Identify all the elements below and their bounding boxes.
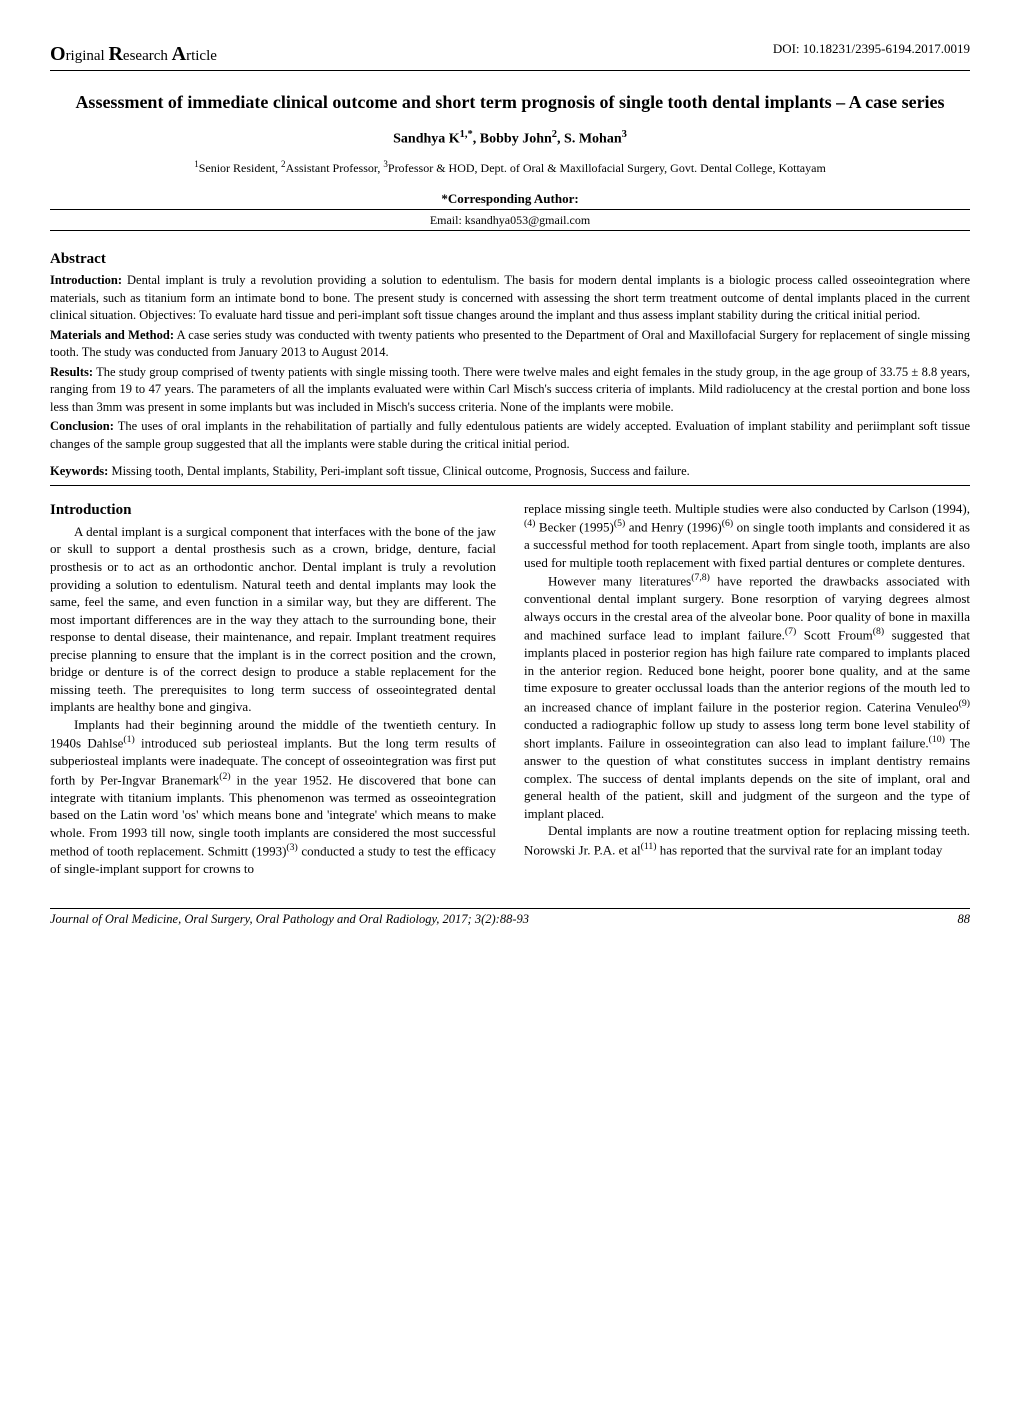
- page-header: Original Research Article DOI: 10.18231/…: [50, 40, 970, 71]
- abstract-methods-label: Materials and Method:: [50, 328, 174, 342]
- abstract-results-label: Results:: [50, 365, 93, 379]
- abstract-heading: Abstract: [50, 249, 970, 270]
- abstract-methods-text: A case series study was conducted with t…: [50, 328, 970, 360]
- intro-p4: Dental implants are now a routine treatm…: [524, 822, 970, 858]
- intro-p3: However many literatures(7,8) have repor…: [524, 571, 970, 822]
- header-doi: DOI: 10.18231/2395-6194.2017.0019: [773, 40, 970, 68]
- body-columns: Introduction A dental implant is a surgi…: [50, 500, 970, 878]
- left-column: Introduction A dental implant is a surgi…: [50, 500, 496, 878]
- introduction-heading: Introduction: [50, 500, 496, 521]
- footer-page-number: 88: [958, 911, 971, 929]
- header-section-label: Original Research Article: [50, 40, 217, 68]
- abstract-intro-label: Introduction:: [50, 273, 122, 287]
- affiliation-line: 1Senior Resident, 2Assistant Professor, …: [50, 158, 970, 177]
- authors-line: Sandhya K1,*, Bobby John2, S. Mohan3: [50, 128, 970, 149]
- keywords-text: Missing tooth, Dental implants, Stabilit…: [108, 464, 689, 478]
- abstract-conclusion-text: The uses of oral implants in the rehabil…: [50, 419, 970, 451]
- intro-p2-continued: replace missing single teeth. Multiple s…: [524, 500, 970, 572]
- keywords-label: Keywords:: [50, 464, 108, 478]
- abstract-intro-text: Dental implant is truly a revolution pro…: [50, 273, 970, 322]
- corresponding-author-label: *Corresponding Author:: [50, 190, 970, 208]
- right-column: replace missing single teeth. Multiple s…: [524, 500, 970, 878]
- footer-journal: Journal of Oral Medicine, Oral Surgery, …: [50, 911, 529, 929]
- article-title: Assessment of immediate clinical outcome…: [50, 91, 970, 114]
- abstract-conclusion-label: Conclusion:: [50, 419, 114, 433]
- page-footer: Journal of Oral Medicine, Oral Surgery, …: [50, 908, 970, 929]
- intro-p2: Implants had their beginning around the …: [50, 716, 496, 878]
- abstract-results-text: The study group comprised of twenty pati…: [50, 365, 970, 414]
- intro-p1: A dental implant is a surgical component…: [50, 523, 496, 716]
- corresponding-author-email: Email: ksandhya053@gmail.com: [50, 209, 970, 232]
- abstract-body: Introduction: Dental implant is truly a …: [50, 272, 970, 453]
- keywords-line: Keywords: Missing tooth, Dental implants…: [50, 463, 970, 486]
